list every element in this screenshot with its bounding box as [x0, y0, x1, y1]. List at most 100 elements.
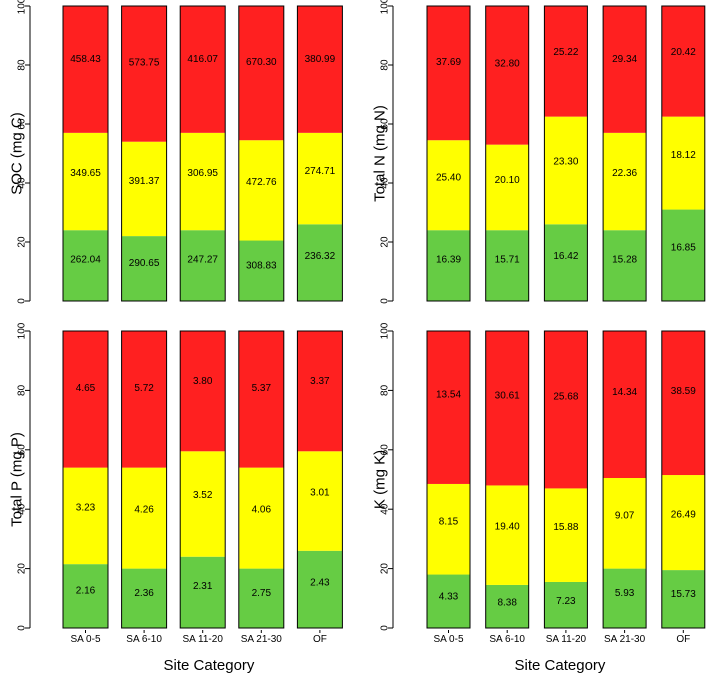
bar-value-label: 306.95 [187, 168, 218, 179]
y-tick-label: 20 [17, 563, 28, 575]
x-tick-label: SA 0-5 [433, 634, 463, 645]
bar-value-label: 13.54 [436, 390, 461, 401]
x-tick-label: OF [313, 634, 327, 645]
bar-outline [485, 330, 530, 629]
bar-segment-top [603, 331, 647, 479]
bar-segment-middle [544, 116, 588, 225]
bar-value-label: 3.23 [76, 503, 96, 514]
bar-value-label: 4.26 [134, 505, 154, 516]
bar-value-label: 18.12 [671, 150, 696, 161]
bar-outline [602, 5, 647, 302]
bar-segment-top [485, 6, 529, 145]
y-tick-label: 100 [380, 322, 391, 339]
bar-segment-bottom [603, 230, 647, 301]
bar-segment-middle [544, 488, 588, 582]
bar-value-label: 2.16 [76, 585, 96, 596]
bar-outline [121, 5, 168, 302]
bar-segment-top [180, 331, 226, 452]
bar-segment-bottom [121, 568, 167, 628]
bar-segment-top [427, 6, 470, 141]
y-tick-label: 20 [380, 236, 391, 248]
bar-segment-middle [297, 132, 343, 225]
x-tick-label: SA 21-30 [241, 634, 283, 645]
bar-value-label: 247.27 [187, 254, 218, 265]
bar-segment-top [544, 331, 588, 489]
bar-segment-top [661, 6, 705, 117]
bar-value-label: 472.76 [246, 177, 277, 188]
bar-outline [179, 5, 226, 302]
bar-outline [296, 5, 343, 302]
y-tick-label: 20 [380, 563, 391, 575]
bar-stack-sa-0-5: 262.04 349.65 458.43 [62, 5, 109, 302]
x-tick-label: SA 6-10 [126, 634, 162, 645]
bar-value-label: 4.06 [252, 505, 272, 516]
bar-stack-sa-0-5: 4.33 8.15 13.54 [426, 330, 471, 629]
bar-segment-bottom [544, 581, 588, 628]
bar-outline [296, 330, 343, 629]
bar-value-label: 5.93 [615, 588, 635, 599]
bar-segment-bottom [63, 564, 108, 628]
bar-segment-bottom [603, 568, 647, 628]
bar-stack-of: 16.85 18.12 20.42 [661, 5, 706, 302]
bar-value-label: 8.38 [497, 598, 517, 609]
bar-stack-sa-6-10: 8.38 19.40 30.61 [485, 330, 530, 629]
y-tick-label: 60 [17, 118, 28, 130]
bar-segment-bottom [297, 550, 343, 628]
y-tick-label: 0 [17, 625, 28, 631]
bar-segment-top [297, 6, 343, 133]
bar-value-label: 19.40 [495, 522, 520, 533]
bar-segment-middle [603, 478, 647, 569]
bar-outline [62, 330, 109, 629]
bar-outline [485, 5, 530, 302]
bar-segment-top [297, 331, 343, 452]
bar-outline [121, 330, 168, 629]
bar-value-label: 274.71 [305, 166, 336, 177]
y-tick-label: 60 [380, 444, 391, 456]
bar-value-label: 30.61 [495, 390, 520, 401]
bar-segment-top [63, 331, 108, 468]
bar-segment-top [238, 331, 284, 468]
bar-value-label: 458.43 [70, 54, 101, 65]
bar-value-label: 15.71 [495, 254, 520, 265]
bar-value-label: 2.31 [193, 581, 213, 592]
bar-stack-sa-0-5: 16.39 25.40 37.69 [426, 5, 471, 302]
bar-value-label: 26.49 [671, 509, 696, 520]
bar-segment-bottom [427, 574, 470, 628]
bar-segment-middle [297, 451, 343, 551]
bar-segment-bottom [485, 584, 529, 628]
bar-stack-of: 2.43 3.01 3.37 [296, 330, 343, 629]
y-tick-label: 100 [380, 0, 391, 14]
bar-value-label: 7.23 [556, 596, 576, 607]
bar-segment-bottom [121, 236, 167, 301]
bar-segment-middle [661, 116, 705, 210]
bar-segment-middle [121, 141, 167, 237]
bar-segment-middle [180, 132, 226, 231]
x-tick-label: OF [676, 634, 690, 645]
bar-value-label: 416.07 [187, 54, 218, 65]
bar-value-label: 38.59 [671, 386, 696, 397]
bar-segment-middle [63, 132, 108, 231]
bar-value-label: 14.34 [612, 387, 637, 398]
bar-stack-sa-6-10: 290.65 391.37 573.75 [121, 5, 168, 302]
bar-segment-bottom [238, 240, 284, 301]
bar-value-label: 15.73 [671, 589, 696, 600]
bar-outline [238, 330, 285, 629]
bar-segment-middle [180, 451, 226, 557]
bar-value-label: 15.28 [612, 254, 637, 265]
bar-outline [661, 330, 706, 629]
bar-segment-middle [121, 467, 167, 569]
bar-stack-sa-21-30: 308.83 472.76 670.30 [238, 5, 285, 302]
bar-outline [661, 5, 706, 302]
bar-value-label: 573.75 [129, 57, 160, 68]
x-axis-label: Site Category [515, 657, 606, 674]
y-axis-label: Total P (mg P) [9, 432, 26, 527]
bar-value-label: 4.33 [439, 591, 459, 602]
bar-value-label: 380.99 [305, 54, 336, 65]
bar-value-label: 25.40 [436, 173, 461, 184]
bar-value-label: 22.36 [612, 168, 637, 179]
bar-value-label: 25.68 [553, 392, 578, 403]
y-tick-label: 0 [380, 625, 391, 631]
bar-value-label: 2.43 [310, 578, 330, 589]
bar-value-label: 308.83 [246, 260, 277, 271]
x-tick-label: SA 11-20 [546, 634, 587, 645]
